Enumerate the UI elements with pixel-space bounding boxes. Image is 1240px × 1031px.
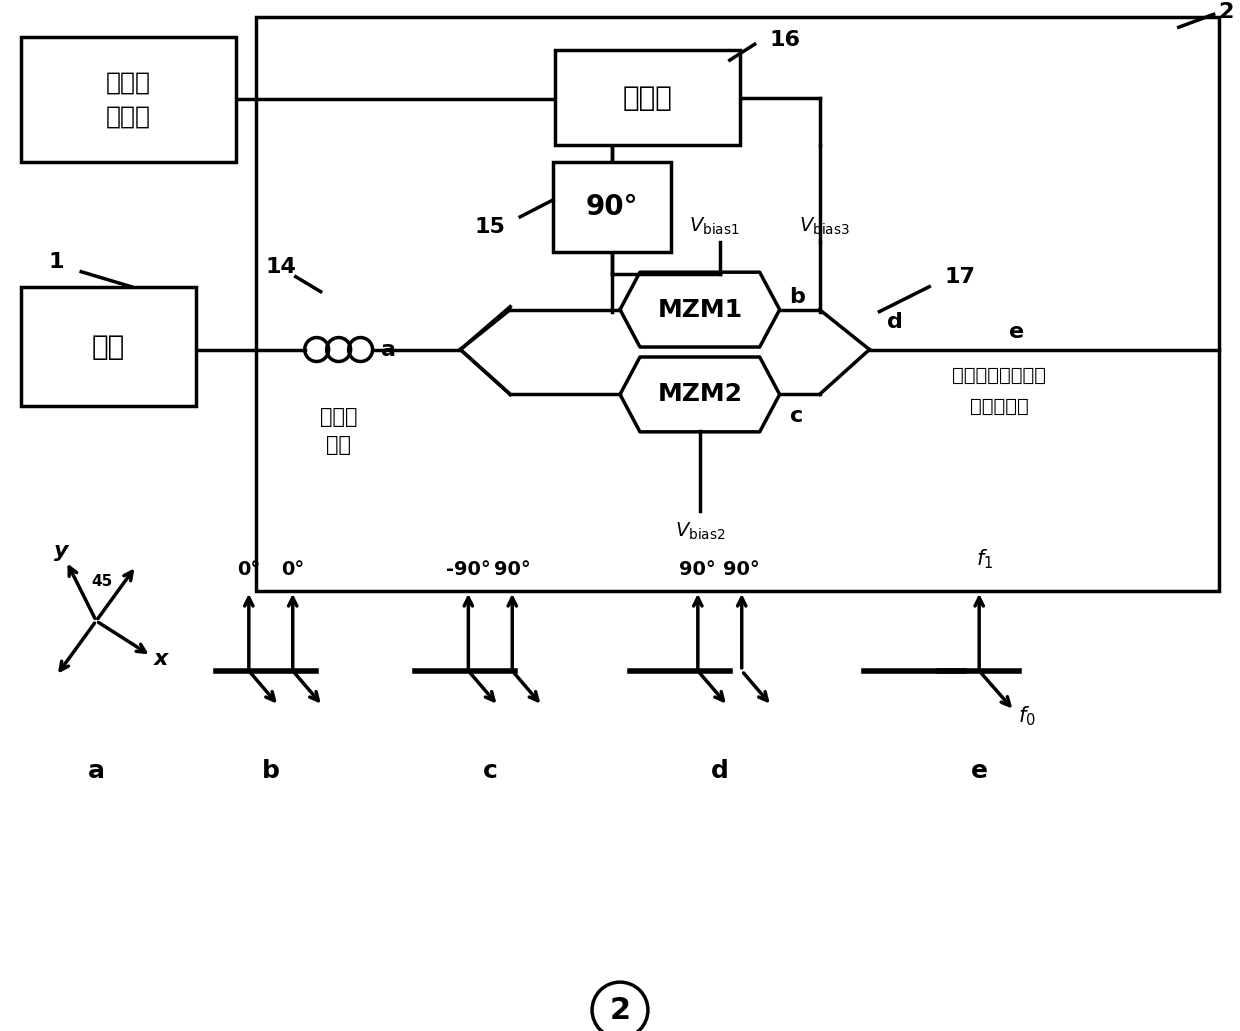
FancyBboxPatch shape [255, 18, 1219, 591]
Text: x: x [154, 648, 169, 669]
Text: MZM1: MZM1 [657, 298, 743, 322]
Text: $f_1$: $f_1$ [976, 547, 993, 571]
Text: 90°: 90° [680, 560, 717, 579]
Text: $V_{\mathrm{bias1}}$: $V_{\mathrm{bias1}}$ [689, 217, 740, 237]
Text: d: d [888, 311, 903, 332]
Text: 15: 15 [475, 217, 505, 237]
Text: $f_0$: $f_0$ [1018, 704, 1035, 728]
Text: 90°: 90° [585, 193, 639, 221]
Text: MZM2: MZM2 [657, 383, 743, 406]
Text: $V_{\mathrm{bias3}}$: $V_{\mathrm{bias3}}$ [799, 217, 849, 237]
Text: 振荡微
波信号: 振荡微 波信号 [107, 71, 151, 128]
Text: 光源: 光源 [92, 333, 125, 361]
Text: 2: 2 [1219, 2, 1234, 23]
Text: c: c [790, 406, 802, 427]
Text: a: a [381, 339, 396, 360]
Text: 16: 16 [770, 30, 801, 51]
Text: e: e [1009, 322, 1024, 341]
Text: $V_{\mathrm{bias2}}$: $V_{\mathrm{bias2}}$ [675, 521, 725, 541]
Text: b: b [790, 287, 806, 306]
Text: 1: 1 [48, 252, 64, 272]
Text: 偏振控
制器: 偏振控 制器 [320, 407, 357, 456]
FancyBboxPatch shape [553, 162, 671, 252]
Text: -90°: -90° [446, 560, 491, 579]
FancyBboxPatch shape [21, 37, 236, 162]
Text: 17: 17 [945, 267, 976, 287]
Text: 2: 2 [609, 996, 631, 1025]
FancyBboxPatch shape [556, 51, 740, 145]
Text: e: e [971, 759, 988, 783]
FancyBboxPatch shape [21, 287, 196, 406]
Text: a: a [88, 759, 104, 783]
Text: 0°: 0° [281, 560, 304, 579]
Text: 双平行马赫曾德尔
电光调制器: 双平行马赫曾德尔 电光调制器 [952, 366, 1047, 417]
Text: b: b [262, 759, 280, 783]
Text: 90°: 90° [494, 560, 531, 579]
Text: y: y [55, 541, 68, 561]
Text: d: d [711, 759, 729, 783]
Text: 45: 45 [92, 573, 113, 589]
Text: c: c [482, 759, 497, 783]
Text: 90°: 90° [723, 560, 760, 579]
Text: 14: 14 [265, 257, 296, 276]
Text: 功分器: 功分器 [622, 84, 672, 111]
Text: 0°: 0° [237, 560, 260, 579]
